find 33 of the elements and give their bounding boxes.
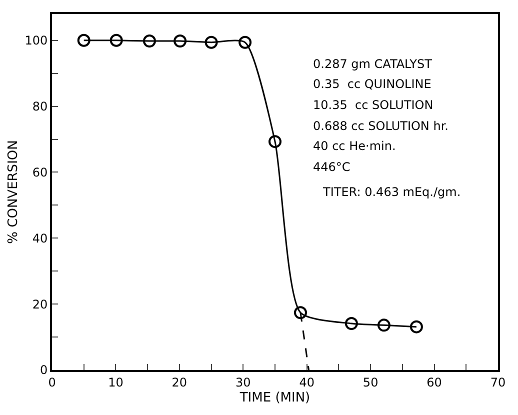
y-tick-label: 100 bbox=[24, 34, 48, 48]
x-axis-title: TIME (MIN) bbox=[238, 390, 310, 406]
point bbox=[142, 34, 156, 48]
x-tick-label: 70 bbox=[490, 375, 506, 390]
annotation: 446°C bbox=[313, 160, 350, 174]
x-tick-label: 40 bbox=[299, 375, 314, 390]
annotation: 0.287 gm CATALYST bbox=[313, 57, 433, 71]
point bbox=[174, 34, 187, 48]
point bbox=[110, 34, 123, 47]
y-tick-label: 80 bbox=[32, 100, 48, 114]
point bbox=[377, 318, 390, 332]
x-tick-label: 60 bbox=[426, 375, 442, 390]
annotation: 40 cc He·min. bbox=[313, 139, 396, 153]
point bbox=[77, 34, 90, 47]
point bbox=[268, 135, 282, 148]
annotation: TITER: 0.463 mEq./gm. bbox=[322, 185, 461, 199]
y-tick-label: 0 bbox=[40, 363, 48, 378]
annotation: 0.688 cc SOLUTION hr. bbox=[313, 119, 448, 133]
y-tick-label: 20 bbox=[32, 297, 48, 312]
point bbox=[344, 317, 358, 330]
y-tick-label: 60 bbox=[32, 165, 48, 180]
point bbox=[410, 320, 423, 334]
x-tick-label: 30 bbox=[236, 375, 251, 390]
annotation: 10.35 cc SOLUTION bbox=[313, 98, 434, 112]
annotation: 0.35 cc QUINOLINE bbox=[313, 77, 432, 91]
x-tick-label: 10 bbox=[108, 375, 124, 390]
y-tick-label: 40 bbox=[32, 231, 48, 246]
y-axis-title: % CONVERSION bbox=[6, 140, 22, 244]
point bbox=[204, 36, 218, 49]
point bbox=[294, 306, 307, 320]
x-tick-label: 20 bbox=[172, 375, 188, 390]
x-tick-label: 50 bbox=[362, 375, 378, 390]
point bbox=[238, 36, 252, 49]
